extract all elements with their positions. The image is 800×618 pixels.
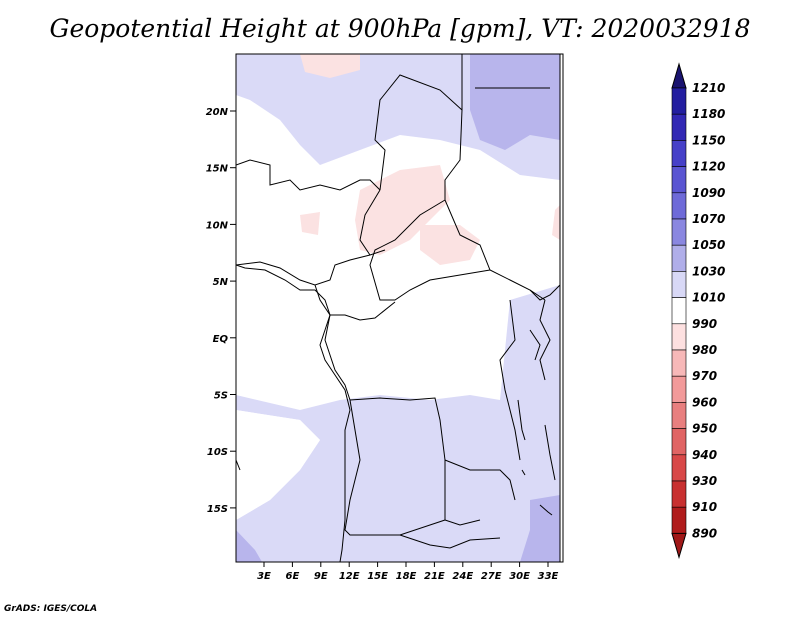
contour-fill-pink-north bbox=[300, 54, 360, 78]
contour-fill-southwest bbox=[236, 530, 262, 562]
country-boundaries bbox=[236, 54, 561, 562]
colorbar-label: 940 bbox=[692, 448, 717, 462]
contour-fill-pink-west bbox=[300, 212, 320, 235]
colorbar-segment bbox=[671, 506, 687, 534]
colorbar-segment bbox=[671, 218, 687, 246]
lat-tick-label: 5S bbox=[214, 391, 228, 402]
colorbar-label: 950 bbox=[692, 422, 717, 436]
lat-tick-label: 10N bbox=[206, 220, 229, 231]
colorbar-label: 1120 bbox=[692, 160, 725, 174]
colorbar-label: 930 bbox=[692, 474, 717, 488]
colorbar-label: 1010 bbox=[692, 291, 725, 305]
colorbar: 1210 1180 1150 1120 1090 1070 1050 1030 1010 990 9… bbox=[671, 62, 725, 560]
contour-fill-south bbox=[236, 285, 560, 562]
contour-fill-southeast bbox=[520, 495, 560, 562]
lon-tick-label: 27E bbox=[481, 571, 502, 582]
colorbar-segment bbox=[671, 323, 687, 351]
coastline bbox=[236, 264, 351, 562]
lon-tick-label: 12E bbox=[339, 571, 360, 582]
colorbar-label: 1070 bbox=[692, 212, 725, 226]
longitude-axis: 3E 6E 9E 12E 15E 18E 21E 24E 27E 30E 33E bbox=[257, 562, 559, 582]
chart-title: Geopotential Height at 900hPa [gpm], VT:… bbox=[49, 14, 751, 43]
latitude-axis: 20N 15N 10N 5N EQ 5S 10S 15S bbox=[206, 107, 236, 515]
lon-tick-label: 3E bbox=[257, 571, 271, 582]
contour-fill-pink-east bbox=[552, 205, 560, 240]
lon-tick-label: 24E bbox=[452, 571, 473, 582]
lat-tick-label: 15N bbox=[206, 164, 229, 175]
colorbar-segment bbox=[671, 480, 687, 508]
colorbar-segment bbox=[671, 244, 687, 272]
footer-credit: GrADS: IGES/COLA bbox=[4, 604, 98, 614]
map-frame bbox=[235, 53, 564, 563]
lat-tick-label: 10S bbox=[207, 447, 228, 458]
contour-fill-pink-central2 bbox=[420, 225, 480, 265]
lat-tick-label: 20N bbox=[206, 107, 229, 118]
colorbar-segment bbox=[671, 375, 687, 403]
colorbar-segment bbox=[671, 271, 687, 298]
contour-fill-pink-central bbox=[355, 165, 450, 255]
colorbar-segment bbox=[671, 192, 687, 220]
colorbar-label: 1090 bbox=[692, 186, 725, 200]
colorbar-segment bbox=[671, 113, 687, 141]
colorbar-segment bbox=[671, 166, 687, 194]
colorbar-label: 970 bbox=[692, 369, 717, 383]
colorbar-label: 1180 bbox=[692, 107, 725, 121]
contour-fill-white-west bbox=[236, 410, 320, 520]
contour-fill-northeast bbox=[470, 54, 560, 150]
colorbar-label: 1210 bbox=[692, 81, 725, 95]
lon-tick-label: 6E bbox=[286, 571, 300, 582]
lon-tick-label: 30E bbox=[509, 571, 530, 582]
colorbar-label: 980 bbox=[692, 343, 717, 357]
colorbar-label: 890 bbox=[692, 526, 717, 540]
lat-tick-label: 15S bbox=[207, 504, 228, 515]
colorbar-segment bbox=[671, 402, 687, 429]
lon-tick-label: 18E bbox=[396, 571, 417, 582]
lon-tick-label: 21E bbox=[424, 571, 445, 582]
colorbar-bottom-arrow bbox=[671, 532, 687, 560]
colorbar-segment bbox=[671, 428, 687, 456]
lon-tick-label: 15E bbox=[367, 571, 388, 582]
lat-tick-label: 5N bbox=[213, 277, 229, 288]
colorbar-segment bbox=[671, 454, 687, 482]
colorbar-label: 960 bbox=[692, 395, 717, 409]
lakes bbox=[517, 329, 556, 516]
colorbar-segment bbox=[671, 349, 687, 377]
colorbar-label: 1050 bbox=[692, 238, 725, 252]
colorbar-label: 1030 bbox=[692, 264, 725, 278]
lat-tick-label: EQ bbox=[213, 334, 229, 345]
colorbar-label: 1150 bbox=[692, 133, 725, 147]
colorbar-segment bbox=[671, 297, 687, 325]
colorbar-top-arrow bbox=[671, 62, 687, 89]
colorbar-segment bbox=[671, 87, 687, 115]
colorbar-label: 910 bbox=[692, 500, 717, 514]
colorbar-segment bbox=[671, 140, 687, 167]
lon-tick-label: 33E bbox=[538, 571, 559, 582]
colorbar-label: 990 bbox=[692, 317, 717, 331]
lon-tick-label: 9E bbox=[314, 571, 328, 582]
map-panel bbox=[236, 54, 563, 562]
